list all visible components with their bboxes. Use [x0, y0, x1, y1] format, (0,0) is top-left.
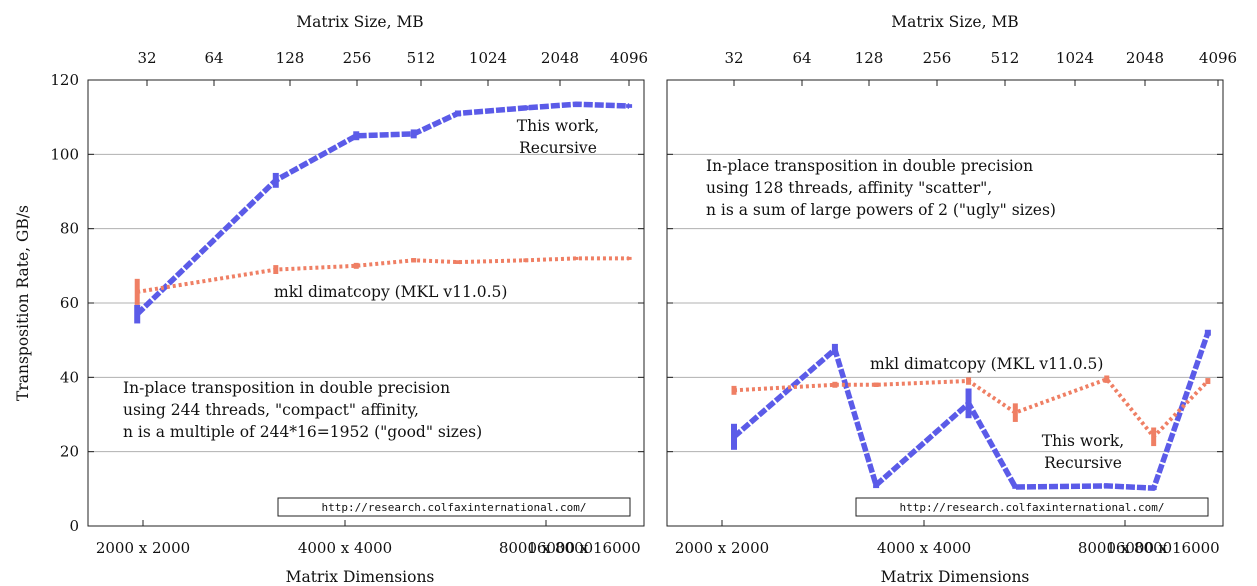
gridlines [88, 153, 644, 453]
bottom-tick-label: 2000 x 2000 [675, 539, 769, 557]
source-url-box: http://research.colfaxinternational.com/ [855, 497, 1209, 517]
annotation-line-2: using 128 threads, affinity "scatter", [706, 179, 992, 197]
annotation-line-3: n is a multiple of 244*16=1952 ("good" s… [123, 423, 482, 441]
y-tick-label: 40 [60, 368, 79, 386]
source-url: http://research.colfaxinternational.com/ [322, 501, 587, 514]
series-label: mkl dimatcopy (MKL v11.0.5) [274, 283, 507, 301]
y-axis-title: Transposition Rate, GB/s [14, 205, 32, 401]
gridlines [667, 153, 1223, 453]
series-label: mkl dimatcopy (MKL v11.0.5) [870, 355, 1103, 373]
top-tick-label: 32 [724, 49, 743, 67]
series-layer: This work, Recursive mkl dimatcopy (MKL v1… [731, 329, 1211, 491]
top-tick-label: 256 [343, 49, 372, 67]
y-axis [667, 79, 1223, 527]
top-tick-label: 64 [792, 49, 811, 67]
top-x-axis: 32 64 128 256 512 1024 2048 4096 [724, 49, 1237, 86]
bottom-tick-label: 4000 x 4000 [877, 539, 971, 557]
top-tick-label: 4096 [1199, 49, 1237, 67]
series-line [732, 331, 1211, 491]
top-tick-label: 512 [991, 49, 1020, 67]
y-tick-label: 0 [69, 517, 79, 535]
top-x-axis: 32 64 128 256 512 1024 2048 4096 [137, 49, 648, 86]
annotation-line-1: In-place transposition in double precisi… [123, 379, 450, 397]
bottom-tick-label: 2000 x 2000 [96, 539, 190, 557]
top-axis-title-left: Matrix Size, MB [296, 13, 423, 31]
chart-panel-scatter-affinity: 32 64 128 256 512 1024 2048 4096 2000 x 2000 400… [666, 49, 1237, 557]
y-tick-label: 120 [50, 71, 79, 89]
series-this-work-recursive: This work, Recursive [134, 101, 633, 324]
y-tick-label: 80 [60, 220, 79, 238]
series-line [135, 101, 630, 317]
series-line [136, 256, 630, 294]
top-tick-label: 256 [923, 49, 952, 67]
bottom-tick-label: 8000 x 8000 [1078, 539, 1172, 557]
series-mkl-dimatcopy-mkl-v11-0-5: mkl dimatcopy (MKL v11.0.5) [731, 355, 1211, 447]
top-tick-label: 1024 [469, 49, 507, 67]
top-tick-label: 64 [204, 49, 223, 67]
series-line [733, 377, 1210, 439]
annotation-note: In-place transposition in double precisi… [706, 157, 1056, 219]
annotation-line-2: using 244 threads, "compact" affinity, [123, 401, 419, 419]
series-label: This work, [1042, 432, 1125, 450]
bottom-axis-title-right: Matrix Dimensions [881, 568, 1030, 586]
y-axis: 0 20 40 60 80 100 120 [50, 71, 644, 535]
top-tick-label: 1024 [1056, 49, 1094, 67]
top-tick-label: 2048 [1126, 49, 1164, 67]
bottom-tick-label: 16000 x 16000 [1106, 539, 1219, 557]
series-layer: This work, Recursive mkl dimatcopy (MKL v1… [134, 101, 633, 324]
chart-panel-compact-affinity: 0 20 40 60 80 100 120 32 64 128 256 512 1024 2048 409… [50, 49, 648, 557]
y-tick-label: 20 [60, 443, 79, 461]
series-mkl-dimatcopy-mkl-v11-0-5: mkl dimatcopy (MKL v11.0.5) [134, 256, 632, 305]
top-axis-title-right: Matrix Size, MB [891, 13, 1018, 31]
series-label: Recursive [519, 139, 597, 157]
top-tick-label: 128 [855, 49, 884, 67]
annotation-line-3: n is a sum of large powers of 2 ("ugly" … [706, 201, 1056, 219]
y-tick-label: 100 [50, 145, 79, 163]
source-url-box: http://research.colfaxinternational.com/ [277, 497, 631, 517]
series-label: This work, [517, 117, 600, 135]
bottom-tick-label: 16000 x 16000 [527, 539, 640, 557]
top-tick-label: 4096 [610, 49, 648, 67]
annotation-line-1: In-place transposition in double precisi… [706, 157, 1033, 175]
y-tick-label: 60 [60, 294, 79, 312]
series-label: Recursive [1044, 454, 1122, 472]
top-tick-label: 512 [407, 49, 436, 67]
source-url: http://research.colfaxinternational.com/ [900, 501, 1165, 514]
bottom-axis-title-left: Matrix Dimensions [286, 568, 435, 586]
series-this-work-recursive: This work, Recursive [731, 329, 1211, 491]
bottom-tick-label: 8000 x 8000 [499, 539, 593, 557]
top-tick-label: 32 [137, 49, 156, 67]
annotation-note: In-place transposition in double precisi… [123, 379, 482, 441]
top-tick-label: 2048 [541, 49, 579, 67]
top-tick-label: 128 [276, 49, 305, 67]
bottom-tick-label: 4000 x 4000 [298, 539, 392, 557]
